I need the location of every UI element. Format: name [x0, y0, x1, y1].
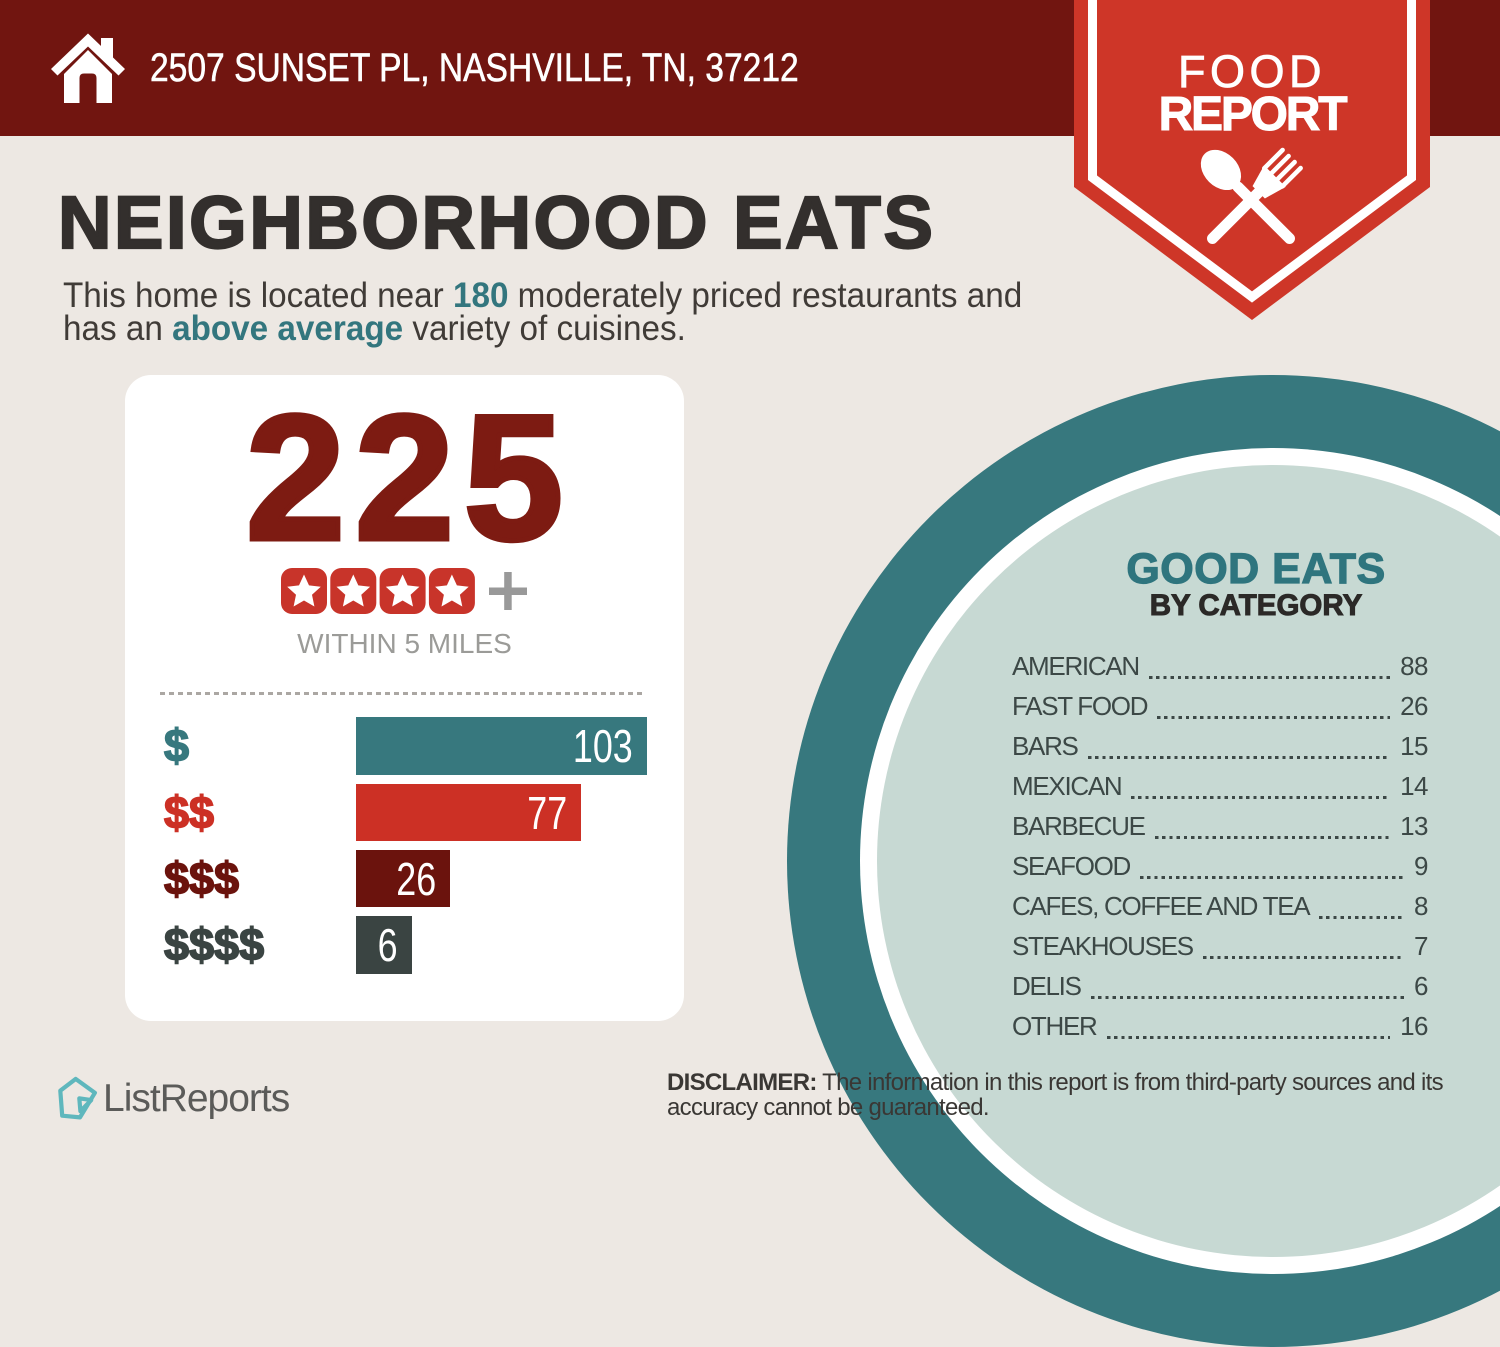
svg-text:REPORT: REPORT — [1159, 88, 1348, 141]
svg-text:FOOD: FOOD — [1178, 46, 1326, 97]
